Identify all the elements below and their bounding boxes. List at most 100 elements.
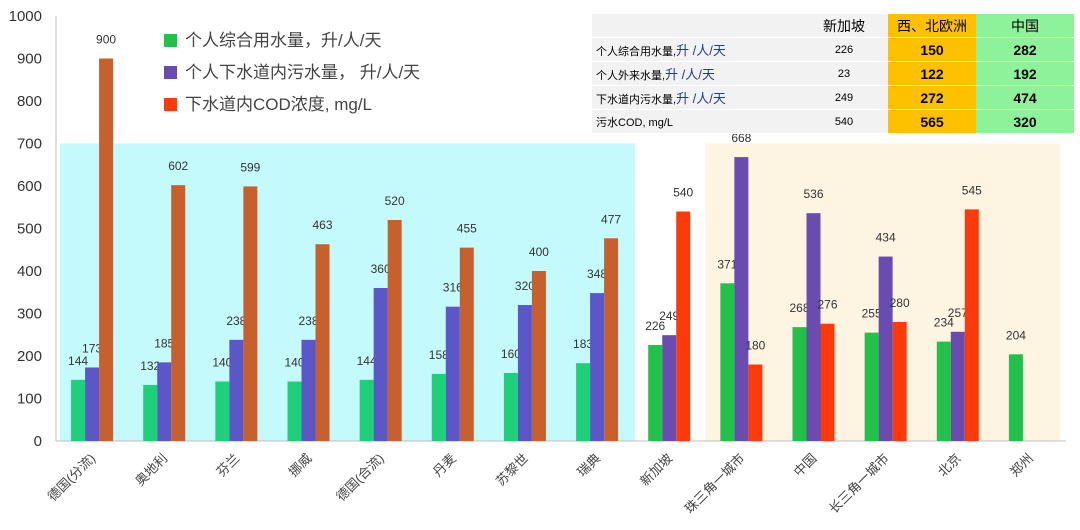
x-tick-label: 北京 [935,451,964,480]
bar-cod [459,247,474,441]
x-tick-label: 郑州 [1007,451,1036,480]
summary-cell-china: 282 [976,37,1074,62]
bar-cod [820,323,835,441]
bar-cod [531,271,546,441]
row-label-text: 个人综合用水量, [596,46,677,58]
y-tick-label: 700 [17,136,42,153]
summary-table: 新加坡 西、北欧洲 中国 个人综合用水量,升 /人/天 226 150 282 … [592,14,1074,134]
data-label: 360 [371,262,391,276]
data-label: 255 [862,307,882,321]
data-label: 348 [587,267,607,281]
bar-sewage-volume [662,335,677,441]
bar-water-use [648,344,663,441]
bar-water-use [215,381,230,441]
x-tick-label: 新加坡 [637,451,675,489]
bar-cod [243,186,258,441]
bar-cod [99,58,114,441]
summary-row-label: 个人综合用水量,升 /人/天 [592,37,800,62]
data-label: 204 [1006,328,1026,342]
bar-water-use [359,379,374,441]
summary-row: 下水道内污水量,升 /人/天 249 272 474 [592,85,1074,110]
bar-sewage-volume [590,293,605,441]
summary-row-label: 污水COD, mg/L [592,109,800,134]
y-tick-label: 900 [17,51,42,68]
bar-water-use [864,332,879,441]
bar-sewage-volume [85,367,100,441]
summary-row: 个人外来水量,升 /人/天 23 122 192 [592,61,1074,86]
summary-cell-singapore: 23 [800,61,888,86]
summary-header-china: 中国 [976,14,1074,38]
bar-water-use [71,379,86,441]
summary-row-label: 下水道内污水量,升 /人/天 [592,85,800,110]
data-label: 185 [154,336,174,350]
bar-sewage-volume [878,256,893,441]
summary-cell-europe: 565 [888,109,976,134]
y-tick-label: 300 [17,306,42,323]
summary-row: 污水COD, mg/L 540 565 320 [592,109,1074,134]
data-label: 545 [962,183,982,197]
x-tick-label: 瑞典 [574,451,603,480]
data-label: 599 [240,160,260,174]
data-label: 371 [717,257,737,271]
legend-swatch [164,98,177,111]
bar-sewage-volume [517,305,532,441]
bar-sewage-volume [373,288,388,441]
y-tick-label: 200 [17,348,42,365]
x-tick-label: 珠三角一城市 [682,451,748,517]
bar-sewage-volume [806,213,821,441]
bar-water-use [431,373,446,441]
row-label-text: 下水道内污水量, [596,94,677,106]
x-tick-label: 长三角一城市 [826,451,892,517]
summary-row-label: 个人外来水量,升 /人/天 [592,61,800,86]
y-tick-label: 100 [17,391,42,408]
data-label: 536 [803,187,823,201]
bar-sewage-volume [445,306,460,441]
summary-cell-singapore: 249 [800,85,888,110]
data-label: 276 [817,298,837,312]
summary-cell-singapore: 226 [800,37,888,62]
data-label: 160 [501,347,521,361]
summary-cell-singapore: 540 [800,109,888,134]
summary-cell-china: 192 [976,61,1074,86]
data-label: 400 [529,245,549,259]
bar-water-use [1008,354,1023,441]
x-tick-label: 丹麦 [430,451,459,480]
data-label: 434 [876,231,896,245]
row-unit-text: 升 /人/天 [676,91,726,106]
data-label: 183 [573,337,593,351]
data-label: 249 [659,309,679,323]
data-label: 132 [140,359,160,373]
summary-header-europe: 西、北欧洲 [888,14,976,38]
bar-cod [892,322,907,441]
bar-sewage-volume [950,331,965,441]
bar-cod [171,185,186,441]
bar-cod [387,220,402,441]
data-label: 455 [457,222,477,236]
data-label: 602 [168,159,188,173]
y-tick-label: 0 [34,433,42,450]
summary-cell-europe: 272 [888,85,976,110]
bar-cod [964,209,979,441]
data-label: 900 [96,33,116,47]
legend-label: 个人综合用水量，升/人/天 [185,31,381,50]
data-label: 316 [443,281,463,295]
y-tick-label: 500 [17,221,42,238]
data-label: 144 [68,354,88,368]
y-tick-label: 600 [17,178,42,195]
legend-label: 下水道内COD浓度, mg/L [185,95,372,114]
summary-cell-china: 320 [976,109,1074,134]
data-label: 173 [82,341,102,355]
data-label: 477 [601,212,621,226]
summary-header-blank [592,14,800,38]
legend-swatch [164,66,177,79]
y-tick-label: 800 [17,93,42,110]
y-tick-label: 1000 [9,8,42,25]
row-label-text: 个人外来水量, [596,70,666,82]
data-label: 140 [284,356,304,370]
legend-swatch [164,34,177,47]
x-tick-label: 挪威 [286,451,315,480]
data-label: 140 [212,356,232,370]
data-label: 280 [890,296,910,310]
data-label: 268 [789,301,809,315]
data-label: 180 [745,339,765,353]
